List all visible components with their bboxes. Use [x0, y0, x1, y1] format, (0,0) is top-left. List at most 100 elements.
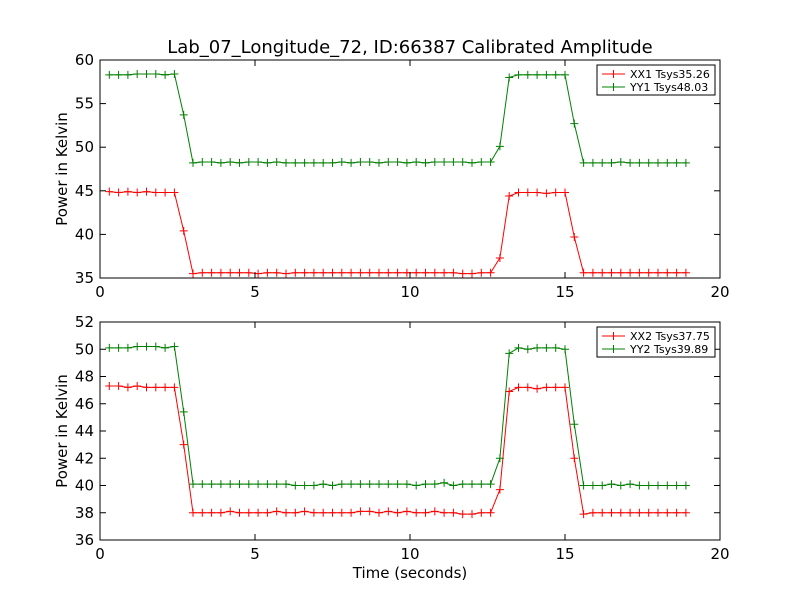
- top-y-tick-label: 55: [75, 95, 94, 113]
- top-series-2-point: [421, 158, 430, 167]
- bottom-series-2-point: [561, 345, 569, 354]
- top-series-2-point: [319, 158, 328, 167]
- bottom-y-tick-label: 46: [75, 395, 94, 413]
- top-series-2-point: [588, 158, 597, 167]
- bottom-series-2-point: [495, 454, 504, 463]
- bottom-series-2-point: [514, 343, 523, 352]
- bottom-series-1-point: [365, 507, 374, 516]
- bottom-series-1-point: [421, 508, 430, 517]
- top-series-2-point: [542, 70, 551, 79]
- top-series-1-point: [430, 268, 439, 277]
- bottom-series-1-point: [328, 508, 337, 517]
- bottom-series-1-point: [570, 454, 579, 463]
- top-y-tick-label: 45: [75, 182, 94, 200]
- top-series-2-point: [365, 158, 374, 167]
- top-series-1-point: [672, 268, 681, 277]
- top-y-tick-label: 50: [75, 138, 94, 156]
- bottom-series-2-point: [300, 481, 309, 490]
- top-series-2-point: [486, 158, 495, 167]
- top-series-2-point: [356, 158, 365, 167]
- bottom-x-tick-label: 15: [555, 545, 574, 563]
- bottom-series-2-point: [365, 480, 374, 489]
- top-series-2-point: [430, 158, 439, 167]
- bottom-series-2-point: [551, 343, 560, 352]
- bottom-legend-entry-2: YY2 Tsys39.89: [629, 343, 708, 356]
- bottom-y-tick-label: 38: [75, 504, 94, 522]
- top-series-1-point: [635, 268, 644, 277]
- top-series-1-point: [337, 268, 346, 277]
- bottom-x-tick-label: 20: [710, 545, 729, 563]
- top-series-1-point: [365, 268, 374, 277]
- bottom-series-1-point: [123, 383, 132, 392]
- top-series-2-point: [561, 70, 569, 79]
- top-series-2-point: [282, 158, 290, 167]
- top-series-1-point: [570, 233, 579, 242]
- top-series-2-point: [142, 69, 151, 78]
- bottom-x-tick-label: 0: [95, 545, 105, 563]
- top-series-2-point: [598, 158, 607, 167]
- top-series-1-point: [142, 187, 151, 196]
- bottom-y-tick-label: 50: [75, 340, 94, 358]
- top-series-2-point: [440, 158, 449, 167]
- top-series-1-point: [244, 268, 253, 277]
- top-series-2-point: [412, 158, 421, 167]
- top-series-2-point: [533, 70, 542, 79]
- bottom-series-2-point: [161, 343, 170, 352]
- bottom-series-1-point: [133, 382, 142, 391]
- bottom-series-1-point: [226, 507, 235, 516]
- bottom-series-2-point: [123, 343, 132, 352]
- bottom-series-1-point: [179, 440, 188, 449]
- bottom-series-1-point: [105, 382, 114, 391]
- bottom-series-2-point: [458, 480, 467, 489]
- top-y-axis-label: Power in Kelvin: [53, 112, 71, 226]
- top-series-2-point: [328, 158, 337, 167]
- bottom-series-2-point: [440, 478, 449, 487]
- top-series-2-point: [151, 69, 160, 78]
- top-series-2-point: [244, 158, 253, 167]
- top-series-1-point: [523, 188, 532, 197]
- top-x-tick-label: 15: [555, 283, 574, 301]
- bottom-y-tick-label: 52: [75, 313, 94, 331]
- bottom-series-1-point: [458, 510, 467, 519]
- top-series-1-point: [616, 268, 625, 277]
- top-series-2-point: [551, 70, 560, 79]
- bottom-series-2-point: [198, 480, 207, 489]
- bottom-series-2-point: [375, 480, 383, 489]
- bottom-series-2-point: [635, 481, 644, 490]
- bottom-series-1-point: [114, 382, 123, 391]
- bottom-series-2-point: [533, 343, 542, 352]
- bottom-series-1-point: [681, 508, 690, 517]
- bottom-series-1-point: [347, 508, 356, 517]
- top-series-1-point: [588, 268, 597, 277]
- top-series-1-point: [551, 188, 560, 197]
- top-series-2-point: [626, 158, 635, 167]
- top-series-1-point: [356, 268, 365, 277]
- top-series-1-point: [328, 268, 337, 277]
- bottom-series-1-point: [402, 507, 411, 516]
- top-series-2-point: [226, 158, 235, 167]
- bottom-series-1-point: [663, 508, 672, 517]
- bottom-series-1-point: [216, 508, 225, 517]
- top-series-1-point: [440, 268, 449, 277]
- bottom-series-2-point: [477, 480, 486, 489]
- bottom-series-1-point: [486, 508, 495, 517]
- bottom-series-2-point: [347, 480, 356, 489]
- bottom-legend: [596, 326, 716, 358]
- top-series-1-point: [114, 188, 123, 197]
- top-series-2-point: [189, 158, 197, 167]
- bottom-x-tick-label: 10: [400, 545, 419, 563]
- bottom-series-2-point: [272, 480, 281, 489]
- top-series-1-point: [384, 268, 393, 277]
- top-series-1-point: [663, 268, 672, 277]
- bottom-series-2-point: [542, 343, 551, 352]
- bottom-plot: 0 5 10 15 20 36 38 40 42 44 46 48 50 52 Power in Kelvi…: [53, 313, 730, 563]
- top-series-1-point: [216, 268, 225, 277]
- bottom-series-1-point: [356, 507, 365, 516]
- bottom-series-1-point: [170, 383, 179, 392]
- top-series-1-point: [412, 268, 421, 277]
- top-x-tick-label: 0: [95, 283, 105, 301]
- bottom-series-2-point: [142, 342, 151, 351]
- bottom-y-tick-label: 40: [75, 477, 94, 495]
- top-series-2-point: [402, 158, 411, 167]
- top-series-2-point: [161, 70, 170, 79]
